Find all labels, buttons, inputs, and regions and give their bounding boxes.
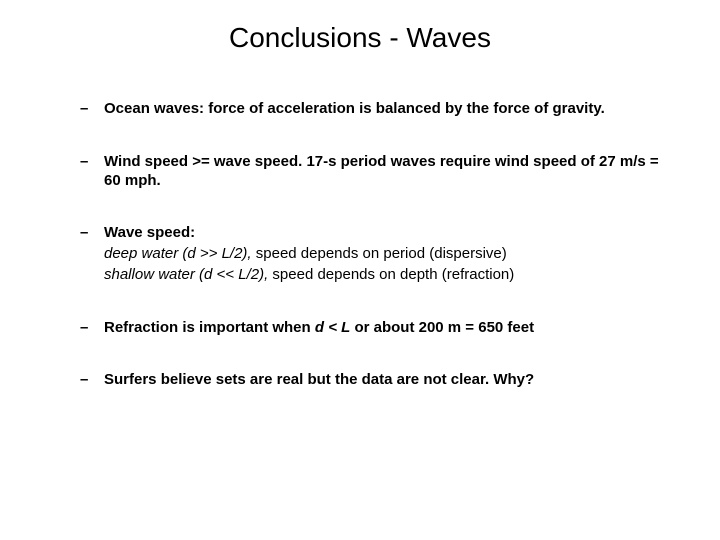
subline-deep-water: deep water (d >> L/2), speed depends on … <box>104 245 660 264</box>
italic-text: d < L <box>315 319 350 336</box>
subline-shallow-water: shallow water (d << L/2), speed depends … <box>104 266 660 285</box>
bullet-text-post: or about 200 m = 650 feet <box>350 319 534 336</box>
bullet-text: Wind speed >= wave speed. 17-s period wa… <box>104 153 659 189</box>
bullet-ocean-waves: – Ocean waves: force of acceleration is … <box>104 100 660 119</box>
slide: Conclusions - Waves – Ocean waves: force… <box>0 0 720 540</box>
bullet-list: – Ocean waves: force of acceleration is … <box>60 100 660 390</box>
bullet-label: Wave speed: <box>104 224 195 241</box>
plain-text: speed depends on depth (refraction) <box>268 266 514 283</box>
plain-text: speed depends on period (dispersive) <box>252 245 507 262</box>
bullet-text: Surfers believe sets are real but the da… <box>104 371 534 388</box>
dash-icon: – <box>80 100 88 119</box>
bullet-wind-speed: – Wind speed >= wave speed. 17-s period … <box>104 153 660 191</box>
bullet-refraction: – Refraction is important when d < L or … <box>104 319 660 338</box>
bullet-surfers: – Surfers believe sets are real but the … <box>104 371 660 390</box>
dash-icon: – <box>80 319 88 338</box>
italic-text: deep water (d >> L/2), <box>104 245 252 262</box>
dash-icon: – <box>80 153 88 172</box>
dash-icon: – <box>80 371 88 390</box>
slide-title: Conclusions - Waves <box>60 22 660 54</box>
bullet-text: Ocean waves: force of acceleration is ba… <box>104 100 605 117</box>
dash-icon: – <box>80 224 88 243</box>
bullet-wave-speed: – Wave speed: deep water (d >> L/2), spe… <box>104 224 660 284</box>
bullet-text-pre: Refraction is important when <box>104 319 315 336</box>
italic-text: shallow water (d << L/2), <box>104 266 268 283</box>
